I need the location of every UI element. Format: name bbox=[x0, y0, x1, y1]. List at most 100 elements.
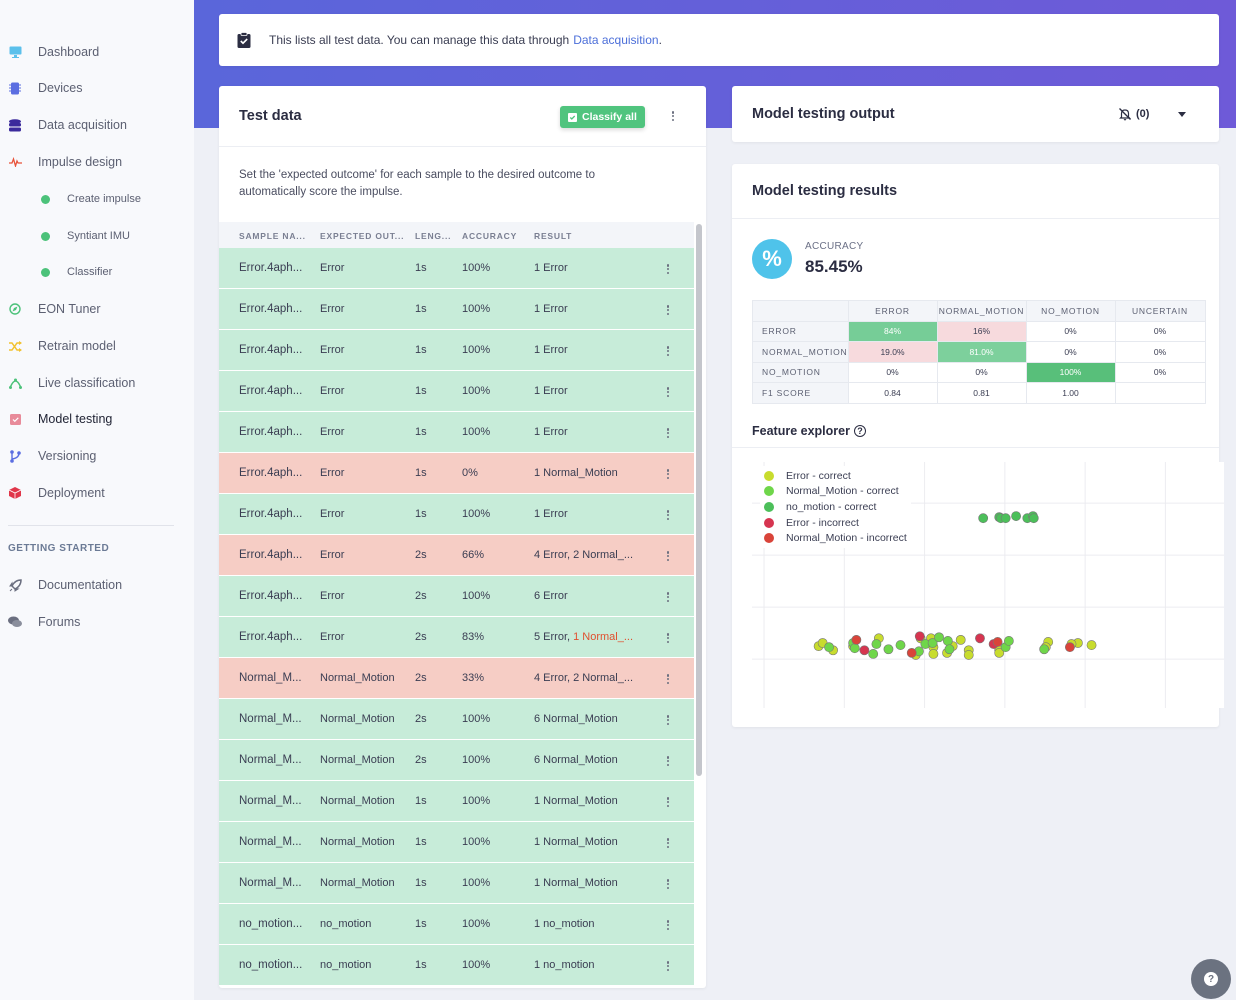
sidebar-item-forums[interactable]: Forums bbox=[0, 607, 194, 637]
table-row[interactable]: Normal_M... Normal_Motion 1s 100% 1 Norm… bbox=[219, 781, 694, 822]
table-row[interactable]: Normal_M... Normal_Motion 2s 100% 6 Norm… bbox=[219, 740, 694, 781]
table-row[interactable]: Error.4aph... Error 1s 100% 1 Error bbox=[219, 494, 694, 535]
sample-name[interactable]: Normal_M... bbox=[239, 795, 302, 807]
data-point-error-incorrect[interactable] bbox=[975, 633, 985, 644]
table-row[interactable]: Normal_M... Normal_Motion 2s 100% 6 Norm… bbox=[219, 699, 694, 740]
table-row[interactable]: Normal_M... Normal_Motion 2s 33% 4 Error… bbox=[219, 658, 694, 699]
sample-name[interactable]: Error.4aph... bbox=[239, 549, 303, 561]
row-menu-icon[interactable] bbox=[663, 959, 673, 973]
legend-item[interactable]: Normal_Motion - correct bbox=[764, 484, 907, 500]
sidebar-item-model-testing[interactable]: Model testing bbox=[0, 404, 194, 434]
sidebar-item-create-impulse[interactable]: Create impulse bbox=[0, 184, 194, 214]
legend-item[interactable]: no_motion - correct bbox=[764, 499, 907, 515]
row-menu-icon[interactable] bbox=[663, 877, 673, 891]
notifications-toggle[interactable]: (0) bbox=[1118, 107, 1149, 121]
table-row[interactable]: Error.4aph... Error 1s 0% 1 Normal_Motio… bbox=[219, 453, 694, 494]
sample-name[interactable]: Normal_M... bbox=[239, 877, 302, 889]
column-expected-outcome[interactable]: EXPECTED OUT... bbox=[320, 231, 405, 241]
sidebar-item-deployment[interactable]: Deployment bbox=[0, 478, 194, 508]
data-point-normal-motion-correct[interactable] bbox=[871, 639, 882, 649]
data-point-no-motion-correct[interactable] bbox=[978, 513, 989, 524]
sample-name[interactable]: Normal_M... bbox=[239, 836, 302, 848]
row-menu-icon[interactable] bbox=[663, 754, 673, 768]
sample-name[interactable]: Normal_M... bbox=[239, 672, 302, 684]
sidebar-item-impulse-design[interactable]: Impulse design bbox=[0, 147, 194, 177]
data-point-error-correct[interactable] bbox=[1086, 640, 1097, 650]
data-point-normal-motion-correct[interactable] bbox=[927, 638, 938, 648]
sidebar-item-live-classification[interactable]: Live classification bbox=[0, 368, 194, 398]
data-point-error-correct[interactable] bbox=[994, 647, 1005, 658]
table-row[interactable]: no_motion... no_motion 1s 100% 1 no_moti… bbox=[219, 945, 694, 986]
data-point-normal-motion-incorrect[interactable] bbox=[906, 647, 917, 658]
column-accuracy[interactable]: ACCURACY bbox=[462, 231, 518, 241]
data-point-error-correct[interactable] bbox=[955, 634, 966, 645]
table-row[interactable]: Error.4aph... Error 1s 100% 1 Error bbox=[219, 371, 694, 412]
scrollbar[interactable] bbox=[696, 224, 702, 776]
data-point-normal-motion-correct[interactable] bbox=[849, 643, 860, 654]
data-point-no-motion-correct[interactable] bbox=[1011, 511, 1021, 521]
sidebar-item-syntiant-imu[interactable]: Syntiant IMU bbox=[0, 221, 194, 251]
sidebar-item-data-acquisition[interactable]: Data acquisition bbox=[0, 110, 194, 140]
table-row[interactable]: Normal_M... Normal_Motion 1s 100% 1 Norm… bbox=[219, 863, 694, 904]
column-length[interactable]: LENG... bbox=[415, 231, 452, 241]
table-row[interactable]: no_motion... no_motion 1s 100% 1 no_moti… bbox=[219, 904, 694, 945]
row-menu-icon[interactable] bbox=[663, 836, 673, 850]
sidebar-item-classifier[interactable]: Classifier bbox=[0, 257, 194, 287]
data-point-normal-motion-correct[interactable] bbox=[868, 649, 879, 659]
classify-all-button[interactable]: Classify all bbox=[560, 106, 645, 128]
data-point-no-motion-correct[interactable] bbox=[1000, 513, 1011, 524]
sidebar-item-eon-tuner[interactable]: EON Tuner bbox=[0, 294, 194, 324]
row-menu-icon[interactable] bbox=[663, 918, 673, 932]
sample-name[interactable]: Normal_M... bbox=[239, 713, 302, 725]
sample-name[interactable]: Error.4aph... bbox=[239, 467, 303, 479]
sample-name[interactable]: Error.4aph... bbox=[239, 426, 303, 438]
table-row[interactable]: Error.4aph... Error 1s 100% 1 Error bbox=[219, 412, 694, 453]
test-data-menu-icon[interactable] bbox=[668, 109, 678, 123]
column-sample-name[interactable]: SAMPLE NA... bbox=[239, 231, 306, 241]
sidebar-item-retrain-model[interactable]: Retrain model bbox=[0, 331, 194, 361]
row-menu-icon[interactable] bbox=[663, 344, 673, 358]
row-menu-icon[interactable] bbox=[663, 631, 673, 645]
data-point-normal-motion-correct[interactable] bbox=[1003, 636, 1014, 646]
feature-explorer-plot[interactable] bbox=[752, 462, 1224, 708]
data-point-normal-motion-correct[interactable] bbox=[824, 642, 834, 653]
help-button[interactable]: ? bbox=[1191, 959, 1231, 999]
legend-item[interactable]: Error - incorrect bbox=[764, 515, 907, 531]
data-point-normal-motion-correct[interactable] bbox=[883, 644, 894, 655]
sample-name[interactable]: Error.4aph... bbox=[239, 590, 303, 602]
data-point-normal-motion-correct[interactable] bbox=[1039, 644, 1050, 655]
data-point-normal-motion-incorrect[interactable] bbox=[851, 634, 862, 645]
table-row[interactable]: Error.4aph... Error 2s 83% 5 Error, 1 No… bbox=[219, 617, 694, 658]
legend-item[interactable]: Error - correct bbox=[764, 468, 907, 484]
row-menu-icon[interactable] bbox=[663, 672, 673, 686]
sample-name[interactable]: Error.4aph... bbox=[239, 508, 303, 520]
row-menu-icon[interactable] bbox=[663, 262, 673, 276]
row-menu-icon[interactable] bbox=[663, 590, 673, 604]
sample-name[interactable]: Error.4aph... bbox=[239, 631, 303, 643]
sample-name[interactable]: no_motion... bbox=[239, 959, 303, 971]
sample-name[interactable]: Error.4aph... bbox=[239, 303, 303, 315]
data-point-error-correct[interactable] bbox=[963, 650, 974, 660]
data-point-normal-motion-incorrect[interactable] bbox=[992, 637, 1003, 647]
row-menu-icon[interactable] bbox=[663, 795, 673, 809]
row-menu-icon[interactable] bbox=[663, 713, 673, 727]
row-menu-icon[interactable] bbox=[663, 426, 673, 440]
help-icon[interactable]: ? bbox=[853, 425, 866, 437]
table-row[interactable]: Error.4aph... Error 1s 100% 1 Error bbox=[219, 289, 694, 330]
row-menu-icon[interactable] bbox=[663, 508, 673, 522]
data-point-normal-motion-correct[interactable] bbox=[942, 636, 953, 646]
data-point-normal-motion-correct[interactable] bbox=[895, 640, 906, 650]
data-point-normal-motion-incorrect[interactable] bbox=[1064, 642, 1075, 653]
data-point-error-incorrect[interactable] bbox=[859, 645, 870, 656]
row-menu-icon[interactable] bbox=[663, 549, 673, 563]
table-row[interactable]: Error.4aph... Error 2s 66% 4 Error, 2 No… bbox=[219, 535, 694, 576]
data-point-normal-motion-correct[interactable] bbox=[934, 632, 944, 643]
sample-name[interactable]: Error.4aph... bbox=[239, 344, 303, 356]
data-point-error-incorrect[interactable] bbox=[914, 631, 925, 642]
chevron-down-icon[interactable] bbox=[1178, 112, 1186, 117]
sample-name[interactable]: no_motion... bbox=[239, 918, 303, 930]
table-row[interactable]: Error.4aph... Error 1s 100% 1 Error bbox=[219, 330, 694, 371]
row-menu-icon[interactable] bbox=[663, 303, 673, 317]
table-row[interactable]: Normal_M... Normal_Motion 1s 100% 1 Norm… bbox=[219, 822, 694, 863]
table-row[interactable]: Error.4aph... Error 1s 100% 1 Error bbox=[219, 248, 694, 289]
